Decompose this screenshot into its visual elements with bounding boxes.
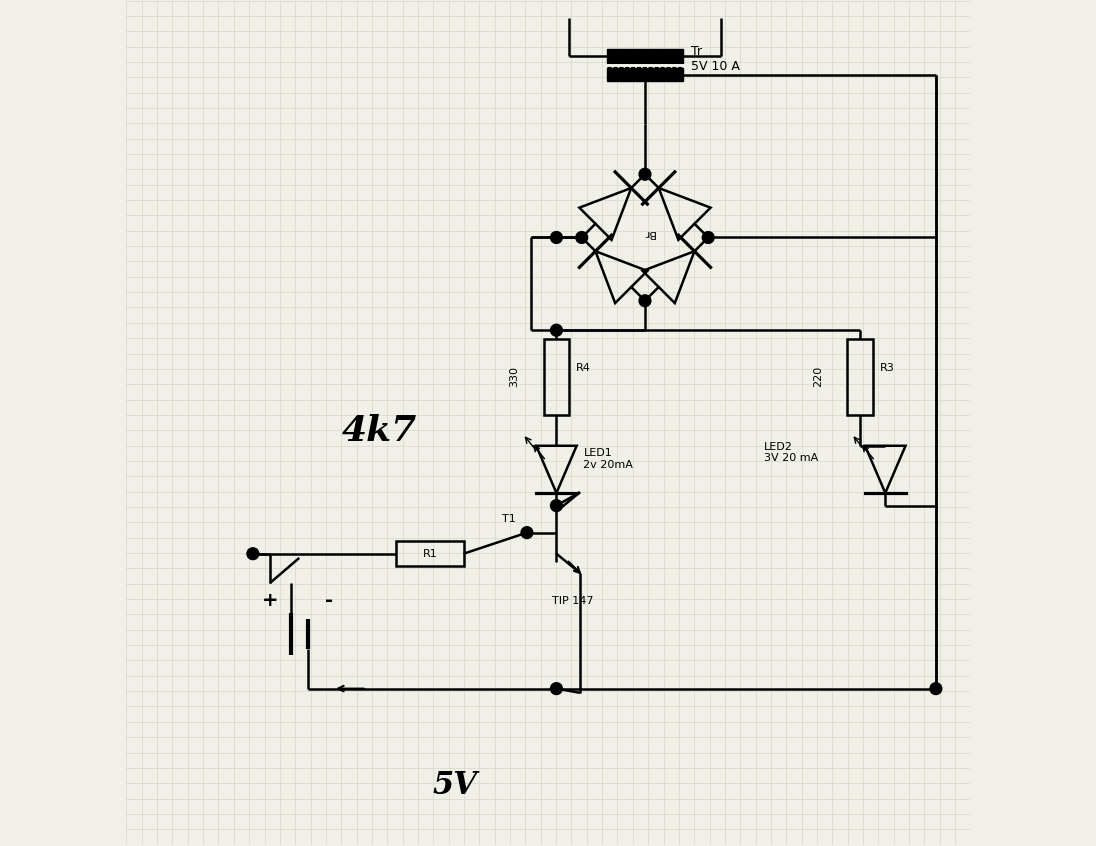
Text: R1: R1	[423, 549, 437, 558]
Circle shape	[575, 232, 587, 244]
Bar	[397, 541, 464, 566]
Text: 4k7: 4k7	[342, 415, 416, 448]
Text: Tr
5V 10 A: Tr 5V 10 A	[692, 45, 740, 73]
Bar	[847, 338, 872, 415]
Circle shape	[247, 548, 259, 559]
Circle shape	[639, 294, 651, 306]
Text: R4: R4	[575, 363, 591, 373]
Text: T1: T1	[502, 514, 515, 525]
Circle shape	[550, 500, 562, 512]
Text: -: -	[324, 591, 333, 610]
Text: LED1
2v 20mA: LED1 2v 20mA	[583, 448, 633, 470]
Text: 220: 220	[813, 366, 823, 387]
Text: 330: 330	[510, 366, 520, 387]
Circle shape	[931, 683, 941, 695]
Text: LED2
3V 20 mA: LED2 3V 20 mA	[764, 442, 818, 464]
Circle shape	[639, 168, 651, 180]
Bar	[544, 338, 569, 415]
Text: Br: Br	[643, 228, 655, 239]
Bar	[607, 49, 683, 63]
Text: 5V: 5V	[433, 770, 478, 801]
Circle shape	[550, 683, 562, 695]
Circle shape	[703, 232, 715, 244]
Text: TIP 147: TIP 147	[552, 596, 594, 606]
Bar	[607, 68, 683, 81]
Text: R3: R3	[879, 363, 894, 373]
Circle shape	[550, 324, 562, 336]
Circle shape	[550, 232, 562, 244]
Circle shape	[521, 527, 533, 539]
Text: +: +	[262, 591, 278, 610]
